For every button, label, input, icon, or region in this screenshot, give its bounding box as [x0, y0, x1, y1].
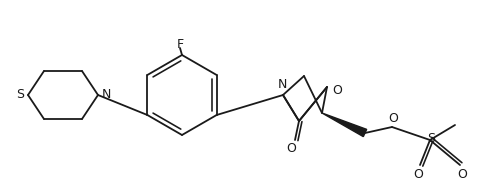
Text: N: N	[102, 89, 110, 102]
Text: S: S	[16, 89, 24, 102]
Text: F: F	[176, 37, 184, 51]
Text: O: O	[332, 83, 342, 97]
Text: O: O	[457, 168, 467, 181]
Text: O: O	[413, 168, 423, 181]
Text: N: N	[278, 79, 286, 91]
Text: O: O	[388, 112, 398, 124]
Polygon shape	[322, 113, 366, 137]
Text: O: O	[286, 143, 296, 155]
Text: S: S	[427, 132, 435, 145]
